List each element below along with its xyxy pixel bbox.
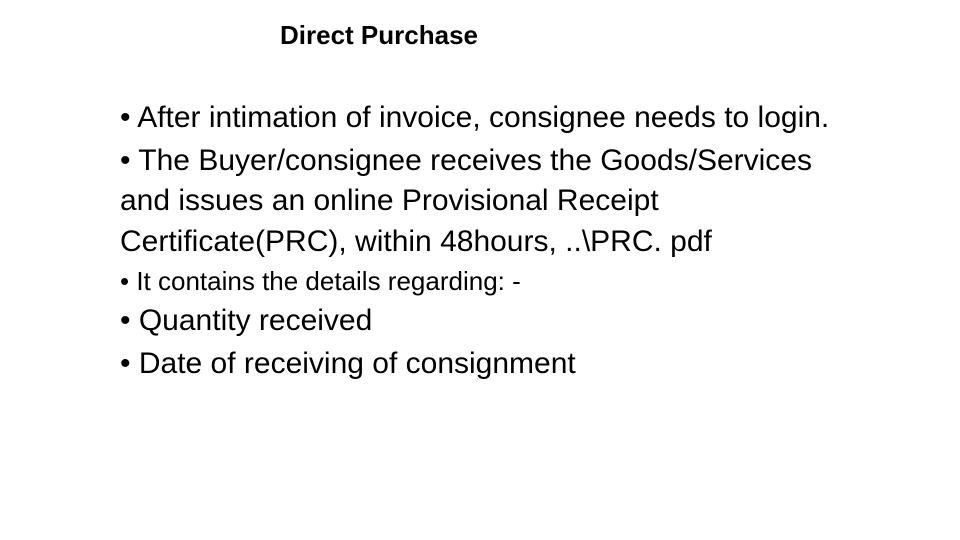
bullet-item: The Buyer/consignee receives the Goods/S… (120, 141, 860, 263)
slide-body: After intimation of invoice, consignee n… (120, 98, 860, 386)
slide-title: Direct Purchase (280, 20, 478, 51)
bullet-item: Quantity received (120, 301, 860, 342)
bullet-item: It contains the details regarding: - (120, 264, 860, 299)
bullet-item: After intimation of invoice, consignee n… (120, 98, 860, 139)
slide: Direct Purchase After intimation of invo… (0, 0, 960, 540)
bullet-item: Date of receiving of consignment (120, 344, 860, 385)
